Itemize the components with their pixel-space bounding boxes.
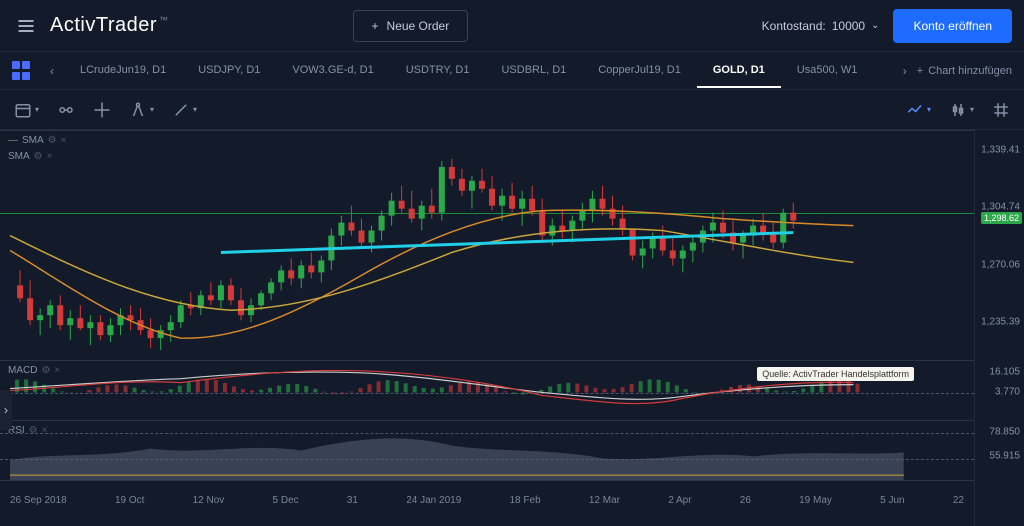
macd-indicator: MACD ⚙ × bbox=[8, 365, 60, 376]
chart-type-tool[interactable]: ▾ bbox=[906, 101, 931, 119]
close-icon[interactable]: × bbox=[54, 365, 60, 376]
macd-label: 3.770 bbox=[995, 387, 1020, 398]
time-label: 22 bbox=[953, 495, 964, 506]
compass-tool[interactable]: ▾ bbox=[129, 101, 154, 119]
plus-icon: + bbox=[917, 65, 923, 77]
tab-copperjul19--d1[interactable]: CopperJul19, D1 bbox=[582, 54, 697, 88]
tab-usdbrl--d1[interactable]: USDBRL, D1 bbox=[485, 54, 582, 88]
macd-zero-line bbox=[0, 393, 974, 394]
source-tooltip: Quelle: ActivTrader Handelsplattform bbox=[757, 367, 914, 381]
tabs-prev-icon[interactable]: ‹ bbox=[44, 64, 60, 78]
time-label: 24 Jan 2019 bbox=[406, 495, 461, 506]
balance-value: 10000 bbox=[832, 19, 865, 33]
crosshair-tool[interactable] bbox=[93, 101, 111, 119]
time-label: 5 Dec bbox=[273, 495, 299, 506]
macd-label: 16.105 bbox=[989, 367, 1020, 378]
add-chart-label: Chart hinzufügen bbox=[928, 65, 1012, 77]
price-label: 1,235.39 bbox=[981, 317, 1020, 328]
tab-lcrudejun19--d1[interactable]: LCrudeJun19, D1 bbox=[64, 54, 182, 88]
close-icon[interactable]: × bbox=[42, 425, 48, 436]
rsi-label: 55.915 bbox=[989, 451, 1020, 462]
chart-area: › —SMA ⚙ × SMA ⚙ × MACD ⚙ × Q bbox=[0, 130, 1024, 526]
time-label: 2 Apr bbox=[668, 495, 691, 506]
gear-icon[interactable]: ⚙ bbox=[41, 365, 50, 376]
rsi-lower-line bbox=[0, 459, 974, 460]
time-axis: 26 Sep 2018 19 Oct 12 Nov 5 Dec 31 24 Jan 201… bbox=[0, 480, 974, 510]
tab-usa500--w1[interactable]: Usa500, W1 bbox=[781, 54, 874, 88]
timeframe-tool[interactable]: ▾ bbox=[14, 101, 39, 119]
header-bar: ActivTrader™ + Neue Order Kontostand: 10… bbox=[0, 0, 1024, 52]
rsi-label: 78.850 bbox=[989, 427, 1020, 438]
chart-main[interactable]: —SMA ⚙ × SMA ⚙ × MACD ⚙ × Quelle: ActivT… bbox=[0, 130, 974, 526]
add-chart-button[interactable]: + Chart hinzufügen bbox=[917, 65, 1012, 77]
time-label: 26 Sep 2018 bbox=[10, 495, 67, 506]
new-order-label: Neue Order bbox=[387, 19, 450, 33]
sma1-indicator: —SMA ⚙ × bbox=[8, 135, 66, 146]
side-expand-icon[interactable]: › bbox=[0, 390, 12, 430]
time-label: 19 May bbox=[799, 495, 832, 506]
price-label: 1,304.74 bbox=[981, 202, 1020, 213]
current-price-tag: 1,298.62 bbox=[981, 212, 1022, 224]
time-label: 26 bbox=[740, 495, 751, 506]
plus-icon: + bbox=[372, 19, 379, 33]
tab-usdjpy--d1[interactable]: USDJPY, D1 bbox=[182, 54, 276, 88]
new-order-button[interactable]: + Neue Order bbox=[353, 10, 469, 42]
time-label: 12 Mar bbox=[589, 495, 620, 506]
glasses-tool[interactable] bbox=[57, 101, 75, 119]
line-tool[interactable]: ▾ bbox=[172, 101, 197, 119]
layout-grid-icon[interactable] bbox=[12, 61, 32, 81]
tabs-next-icon[interactable]: › bbox=[897, 64, 913, 78]
balance-dropdown[interactable]: Kontostand: 10000 ⌄ bbox=[762, 19, 880, 33]
close-icon[interactable]: × bbox=[47, 151, 53, 162]
balance-label: Kontostand: bbox=[762, 19, 826, 33]
open-account-button[interactable]: Konto eröffnen bbox=[893, 9, 1012, 43]
indicators-tool[interactable]: ▾ bbox=[949, 101, 974, 119]
tab-gold--d1[interactable]: GOLD, D1 bbox=[697, 54, 781, 88]
price-panel: —SMA ⚙ × SMA ⚙ × bbox=[0, 130, 974, 360]
chevron-down-icon: ⌄ bbox=[871, 20, 879, 31]
rsi-panel: RSI ⚙ × bbox=[0, 420, 974, 480]
chart-toolbar: ▾ ▾ ▾ ▾ ▾ bbox=[0, 90, 1024, 130]
rsi-indicator: RSI ⚙ × bbox=[8, 425, 47, 436]
time-label: 12 Nov bbox=[193, 495, 225, 506]
menu-icon[interactable] bbox=[12, 12, 40, 40]
gear-icon[interactable]: ⚙ bbox=[29, 425, 38, 436]
tab-vow3-ge-d--d1[interactable]: VOW3.GE-d, D1 bbox=[276, 54, 389, 88]
gear-icon[interactable]: ⚙ bbox=[48, 135, 57, 146]
close-icon[interactable]: × bbox=[61, 135, 67, 146]
grid-tool[interactable] bbox=[992, 101, 1010, 119]
time-label: 5 Jun bbox=[880, 495, 904, 506]
price-label: 1,339.41 bbox=[981, 145, 1020, 156]
macd-panel: MACD ⚙ × Quelle: ActivTrader Handelsplat… bbox=[0, 360, 974, 420]
price-line bbox=[0, 213, 974, 214]
gear-icon[interactable]: ⚙ bbox=[34, 151, 43, 162]
tab-usdtry--d1[interactable]: USDTRY, D1 bbox=[390, 54, 486, 88]
sma2-indicator: SMA ⚙ × bbox=[8, 151, 52, 162]
price-label: 1,270.06 bbox=[981, 260, 1020, 271]
price-axis: 1,339.41 1,304.74 1,270.06 1,235.39 1,298.62… bbox=[974, 130, 1024, 526]
time-label: 19 Oct bbox=[115, 495, 144, 506]
time-label: 18 Feb bbox=[510, 495, 541, 506]
logo: ActivTrader™ bbox=[50, 14, 169, 37]
time-label: 31 bbox=[347, 495, 358, 506]
tabs-container: LCrudeJun19, D1USDJPY, D1VOW3.GE-d, D1US… bbox=[64, 54, 893, 88]
rsi-upper-line bbox=[0, 433, 974, 434]
tabs-row: ‹ LCrudeJun19, D1USDJPY, D1VOW3.GE-d, D1… bbox=[0, 52, 1024, 90]
